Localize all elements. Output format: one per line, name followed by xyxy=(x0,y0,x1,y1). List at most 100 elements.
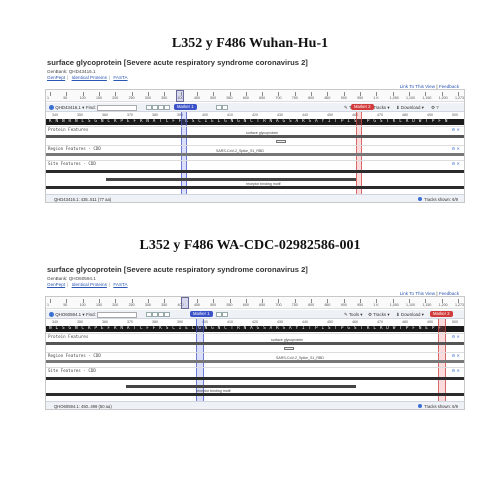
sequence-track: N L S G N C R P E F R N A T C F F K S C … xyxy=(46,326,464,332)
feature-box[interactable] xyxy=(276,140,286,143)
scale-label: 420 xyxy=(252,320,258,324)
tools-menu[interactable]: ✎ Tools ▾ xyxy=(344,312,363,317)
selection-range: QHD43416.1: 435..511 (77 aa) xyxy=(54,196,112,202)
marker-2-label[interactable]: Marker 2 xyxy=(430,311,453,317)
marker-2-label[interactable]: Marker 2 xyxy=(351,104,374,110)
find-input[interactable] xyxy=(97,312,137,318)
protein-feature-bar[interactable] xyxy=(46,342,464,345)
ruler-tick-label: 500 xyxy=(210,96,217,100)
link-to-this-view[interactable]: Link To This View xyxy=(399,84,436,89)
scale-label: 340 xyxy=(52,320,58,324)
zoom-in-button[interactable] xyxy=(152,105,158,111)
track-settings-icon[interactable]: ⚙ ✕ xyxy=(451,127,460,132)
region-feature-bar[interactable] xyxy=(46,360,464,363)
download-menu[interactable]: ⬇ Download ▾ xyxy=(396,312,424,317)
ruler-tick-label: 650 xyxy=(259,303,266,307)
protein-feature-bar[interactable] xyxy=(46,135,464,138)
ruler-tick xyxy=(360,299,362,303)
find-label: Find: xyxy=(86,312,96,318)
zoom-out-button[interactable] xyxy=(158,312,164,318)
track-settings-icon[interactable]: ⚙ ✕ xyxy=(451,368,460,373)
tracks-shown[interactable]: Tracks shown: 6/9 xyxy=(424,403,458,409)
find-input[interactable] xyxy=(97,105,137,111)
site-features-track: Site Features - CDD ⚙ ✕ xyxy=(46,367,464,373)
scale-label: 500 xyxy=(452,113,458,117)
identical-proteins-link[interactable]: Identical Proteins xyxy=(71,282,107,287)
track-settings-icon[interactable]: ⚙ ✕ xyxy=(451,146,460,151)
link-to-this-view[interactable]: Link To This View xyxy=(399,291,436,296)
scale-label: 350 xyxy=(77,113,83,117)
marker-1-label[interactable]: Marker 1 xyxy=(190,311,213,317)
ruler-tick-label: 900 xyxy=(340,96,347,100)
ruler-tick-label: 50 xyxy=(63,96,68,100)
scale-label: 380 xyxy=(152,320,158,324)
refresh-button[interactable] xyxy=(222,105,228,111)
ruler-tick-label: 100 xyxy=(79,96,86,100)
ruler-tick-label: 200 xyxy=(112,96,119,100)
track-settings-icon[interactable]: ⚙ ✕ xyxy=(451,161,460,166)
site-feature-bar[interactable] xyxy=(106,178,356,181)
tracks-menu[interactable]: ⚙ Tracks ▾ xyxy=(368,312,390,317)
track-settings-icon[interactable]: ⚙ ✕ xyxy=(451,353,460,358)
ruler-tick xyxy=(262,92,264,96)
settings-icon[interactable]: ⚙ ? xyxy=(431,105,439,110)
protein-features-track: Protein Features ⚙ ✕ xyxy=(46,333,464,339)
overview-ruler[interactable]: 1 50 100 150 200 250 300 350 400 450 500 550 600 650 7… xyxy=(46,297,464,309)
ruler-tick xyxy=(164,92,166,96)
genbank-accession: GenBank: QHO60594.1 xyxy=(47,276,96,281)
fasta-link[interactable]: FASTA xyxy=(113,282,128,287)
site-feature-bar[interactable] xyxy=(126,385,356,388)
protein-features-track: Protein Features ⚙ ✕ xyxy=(46,126,464,132)
ruler-tick-label: 650 xyxy=(259,96,266,100)
track-settings-icon[interactable]: ⚙ ✕ xyxy=(451,334,460,339)
pan-right-button[interactable] xyxy=(164,105,170,111)
region-feature-bar[interactable] xyxy=(46,153,464,156)
feature-box[interactable] xyxy=(284,347,294,350)
identical-proteins-link[interactable]: Identical Proteins xyxy=(71,75,107,80)
region-feature-label: SARS-CoV-2_Spike_S1_RBD xyxy=(216,149,264,153)
zoom-to-sequence-button[interactable] xyxy=(216,105,222,111)
overview-ruler[interactable]: 1 50 100 150 200 250 300 350 400 450 500 550 600 650 7… xyxy=(46,90,464,102)
site-feature-bar[interactable] xyxy=(46,170,464,173)
feedback-link[interactable]: Feedback xyxy=(438,291,459,296)
scale-label: 460 xyxy=(352,113,358,117)
scale-label: 500 xyxy=(452,320,458,324)
seq-id-select[interactable]: QHO60594.1 xyxy=(55,312,82,317)
visible-range-box[interactable] xyxy=(176,90,184,102)
ruler-tick-label: 1,050 xyxy=(389,96,399,100)
viewer-links: Link To This View | Feedback xyxy=(399,291,459,296)
receptor-binding-bar[interactable] xyxy=(46,393,464,396)
graphical-viewer[interactable]: 1 50 100 150 200 250 300 350 400 450 500 550 600 650 7… xyxy=(45,89,465,203)
zoom-out-button[interactable] xyxy=(158,105,164,111)
zoom-in-button[interactable] xyxy=(152,312,158,318)
feedback-link[interactable]: Feedback xyxy=(438,84,459,89)
receptor-binding-bar[interactable] xyxy=(46,186,464,189)
marker-1-label[interactable]: Marker 1 xyxy=(174,104,197,110)
ruler-tick xyxy=(82,299,84,303)
pan-left-button[interactable] xyxy=(146,312,152,318)
visible-range-box[interactable] xyxy=(181,297,189,309)
zoom-to-sequence-button[interactable] xyxy=(216,312,222,318)
seq-id-select[interactable]: QHD43416.1 xyxy=(55,105,81,110)
fasta-link[interactable]: FASTA xyxy=(113,75,128,80)
graphical-viewer[interactable]: 1 50 100 150 200 250 300 350 400 450 500 550 600 650 7… xyxy=(45,296,465,410)
genpept-link[interactable]: GenPept xyxy=(47,282,66,287)
ruler-tick-label: 750 xyxy=(291,96,298,100)
ruler-tick xyxy=(458,299,459,303)
ruler-tick xyxy=(98,299,100,303)
refresh-button[interactable] xyxy=(222,312,228,318)
tracks-shown[interactable]: Tracks shown: 6/9 xyxy=(424,196,458,202)
genpept-link[interactable]: GenPept xyxy=(47,75,66,80)
site-feature-bar[interactable] xyxy=(46,377,464,380)
download-menu[interactable]: ⬇ Download ▾ xyxy=(396,105,424,110)
ruler-tick xyxy=(131,299,133,303)
ruler-tick xyxy=(196,92,198,96)
pan-right-button[interactable] xyxy=(164,312,170,318)
ruler-tick-label: 1,200 xyxy=(438,303,448,307)
ruler-tick xyxy=(311,92,313,96)
ruler-tick xyxy=(360,92,362,96)
ruler-tick-label: 200 xyxy=(112,303,119,307)
ruler-tick xyxy=(294,299,296,303)
ruler-tick-label: 1,273 xyxy=(455,303,464,307)
pan-left-button[interactable] xyxy=(146,105,152,111)
